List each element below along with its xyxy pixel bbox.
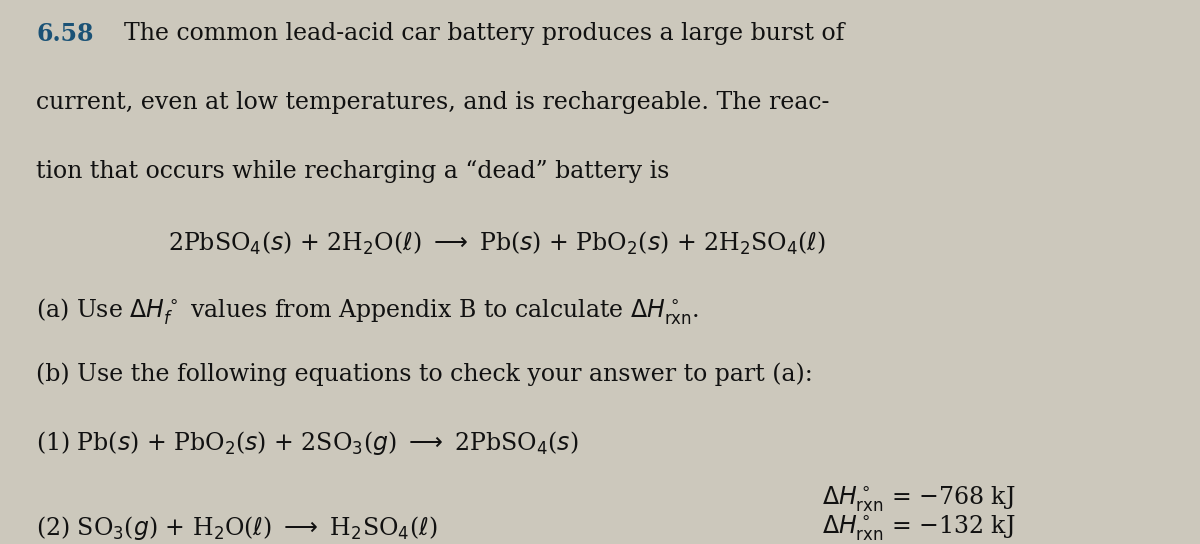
Text: $\Delta H^\circ_{\mathrm{rxn}}$ = $-$132 kJ: $\Delta H^\circ_{\mathrm{rxn}}$ = $-$132… [822, 514, 1015, 543]
Text: (1) Pb($s$) + PbO$_2$($s$) + 2SO$_3$($g$) $\longrightarrow$ 2PbSO$_4$($s$): (1) Pb($s$) + PbO$_2$($s$) + 2SO$_3$($g$… [36, 429, 578, 456]
Text: tion that occurs while recharging a “dead” battery is: tion that occurs while recharging a “dea… [36, 160, 670, 183]
Text: current, even at low temperatures, and is rechargeable. The reac-: current, even at low temperatures, and i… [36, 91, 829, 114]
Text: 2PbSO$_4$($s$) + 2H$_2$O($\ell$) $\longrightarrow$ Pb($s$) + PbO$_2$($s$) + 2H$_: 2PbSO$_4$($s$) + 2H$_2$O($\ell$) $\longr… [168, 230, 826, 257]
Text: The common lead-acid car battery produces a large burst of: The common lead-acid car battery produce… [124, 22, 844, 45]
Text: (2) SO$_3$($g$) + H$_2$O($\ell$) $\longrightarrow$ H$_2$SO$_4$($\ell$): (2) SO$_3$($g$) + H$_2$O($\ell$) $\longr… [36, 514, 438, 542]
Text: (a) Use $\Delta H^\circ_{\mathit{f}}$ values from Appendix B to calculate $\Delt: (a) Use $\Delta H^\circ_{\mathit{f}}$ va… [36, 296, 700, 326]
Text: 6.58: 6.58 [36, 22, 94, 46]
Text: $\Delta H^\circ_{\mathrm{rxn}}$ = $-$768 kJ: $\Delta H^\circ_{\mathrm{rxn}}$ = $-$768… [822, 485, 1015, 515]
Text: (b) Use the following equations to check your answer to part (a):: (b) Use the following equations to check… [36, 363, 812, 386]
